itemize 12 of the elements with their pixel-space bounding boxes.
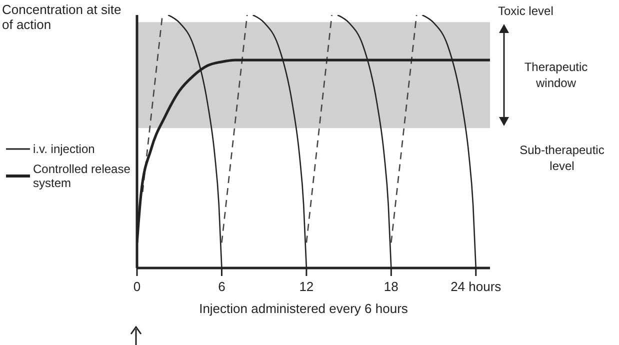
x-tick-label: 6	[218, 279, 226, 294]
x-tick-label: 24 hours	[450, 279, 502, 294]
text: Sub-therapeutic level	[518, 142, 606, 174]
band-label: Therapeutic window	[523, 59, 589, 92]
x-tick-label: 0	[133, 279, 141, 294]
x-tick-label: 18	[384, 279, 398, 294]
text: Toxic level	[498, 3, 554, 20]
legend-label: i.v. injection	[33, 142, 95, 156]
legend-label: Controlled release system	[33, 162, 132, 190]
x-tick-label: 12	[299, 279, 314, 294]
y-axis-title: Concentration at site of action	[2, 2, 122, 32]
x-axis-title: Injection administered every 6 hours	[198, 301, 409, 316]
